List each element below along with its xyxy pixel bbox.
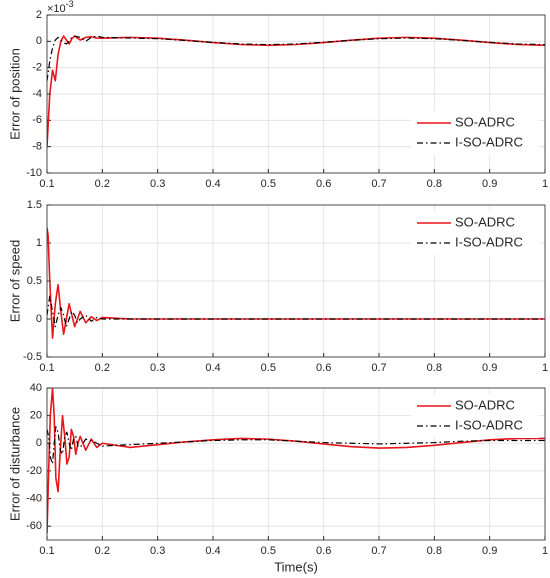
x-tick-label: 0.4 — [205, 545, 220, 557]
legend-label: I-SO-ADRC — [455, 417, 523, 432]
x-tick-label: 0.4 — [205, 362, 220, 374]
x-tick-label: 0.9 — [482, 362, 497, 374]
x-tick-label: 0.3 — [150, 178, 165, 190]
x-tick-label: 0.8 — [427, 178, 442, 190]
x-tick-label: 0.7 — [371, 545, 386, 557]
y-tick-label: -20 — [26, 465, 42, 477]
multiplier-base: ×10 — [47, 3, 66, 15]
line-series — [47, 388, 545, 534]
y-axis-label: Error of disturbance — [7, 407, 22, 521]
x-tick-label: 0.6 — [316, 178, 331, 190]
legend-label: I-SO-ADRC — [455, 234, 523, 249]
y-tick-label: 1 — [36, 237, 42, 249]
x-tick-label: 1 — [542, 362, 548, 374]
x-axis-label: Time(s) — [274, 559, 318, 574]
x-tick-label: 0.8 — [427, 545, 442, 557]
multiplier-exponent: -3 — [66, 0, 74, 9]
x-tick-label: 1 — [542, 178, 548, 190]
legend-box — [411, 394, 539, 438]
y-tick-label: 1.5 — [27, 199, 42, 211]
y-axis-label: Error of position — [7, 48, 22, 140]
x-tick-label: 0.2 — [95, 545, 110, 557]
axes-box — [46, 204, 546, 358]
y-tick-label: 2 — [36, 9, 42, 21]
y-tick-label: 0 — [36, 437, 42, 449]
legend-box — [411, 211, 539, 255]
x-tick-label: 1 — [542, 545, 548, 557]
x-tick-label: 0.4 — [205, 178, 220, 190]
y-tick-label: -10 — [26, 167, 42, 179]
x-tick-label: 0.1 — [39, 362, 54, 374]
y-tick-label: 0 — [36, 35, 42, 47]
y-tick-label: -0.5 — [23, 351, 42, 363]
x-tick-label: 0.1 — [39, 178, 54, 190]
y-axis-label: Error of speed — [7, 240, 22, 322]
y-tick-label: -4 — [32, 88, 42, 100]
legend-label: I-SO-ADRC — [455, 134, 523, 149]
x-tick-label: 0.2 — [95, 362, 110, 374]
x-tick-label: 0.6 — [316, 362, 331, 374]
y-tick-label: -6 — [32, 114, 42, 126]
x-tick-label: 0.9 — [482, 178, 497, 190]
x-tick-label: 0.2 — [95, 178, 110, 190]
x-tick-label: 0.7 — [371, 178, 386, 190]
legend-box — [411, 111, 539, 155]
line-series — [47, 295, 545, 328]
line-series — [47, 35, 545, 81]
y-tick-label: 20 — [30, 410, 42, 422]
y-tick-label: -8 — [32, 141, 42, 153]
x-tick-label: 0.5 — [261, 545, 276, 557]
x-tick-label: 0.6 — [316, 545, 331, 557]
axis-multiplier: ×10-3 — [47, 0, 74, 15]
axes-box — [46, 387, 546, 541]
y-tick-label: -40 — [26, 492, 42, 504]
legend-label: SO-ADRC — [455, 114, 515, 129]
x-tick-label: 0.8 — [427, 362, 442, 374]
y-tick-label: 40 — [30, 382, 42, 394]
x-tick-label: 0.9 — [482, 545, 497, 557]
x-tick-label: 0.5 — [261, 362, 276, 374]
y-tick-label: -2 — [32, 62, 42, 74]
legend-label: SO-ADRC — [455, 214, 515, 229]
line-series — [47, 426, 545, 465]
x-tick-label: 0.5 — [261, 178, 276, 190]
x-tick-label: 0.7 — [371, 362, 386, 374]
y-tick-label: 0.5 — [27, 275, 42, 287]
y-tick-label: -60 — [26, 520, 42, 532]
axes-box — [46, 14, 546, 174]
legend-label: SO-ADRC — [455, 397, 515, 412]
y-tick-label: 0 — [36, 313, 42, 325]
x-tick-label: 0.1 — [39, 545, 54, 557]
x-tick-label: 0.3 — [150, 545, 165, 557]
x-tick-label: 0.3 — [150, 362, 165, 374]
